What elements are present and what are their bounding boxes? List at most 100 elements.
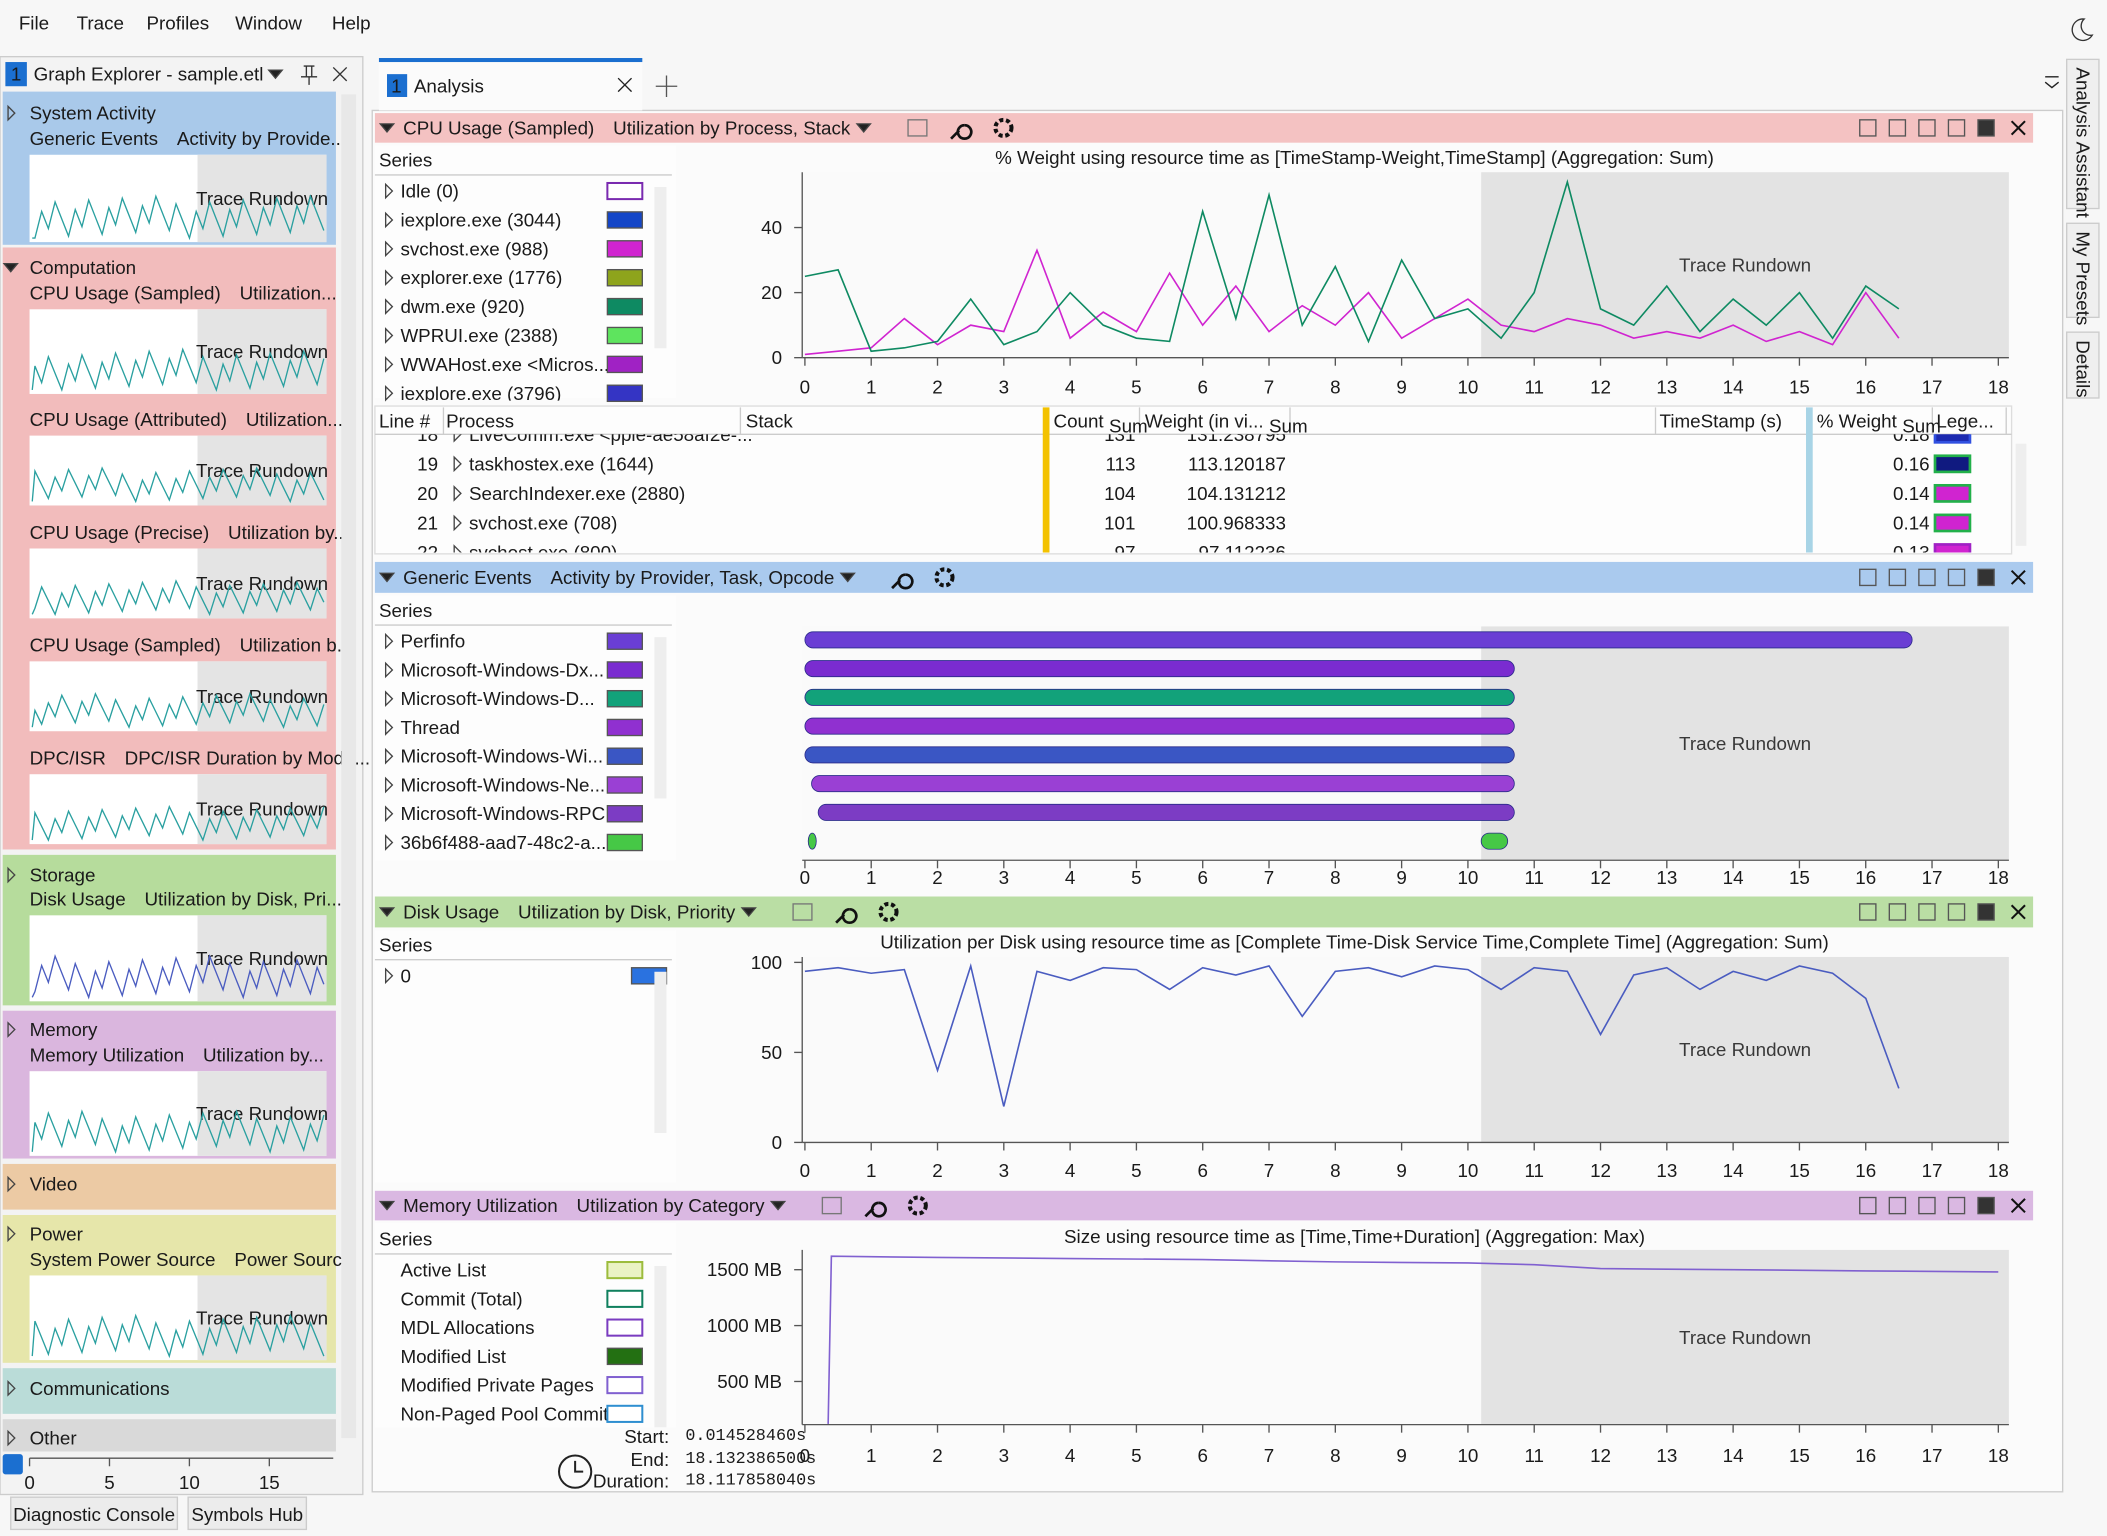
series-swatch[interactable] <box>606 718 643 737</box>
group-expander[interactable] <box>7 104 16 122</box>
view-icon[interactable] <box>1977 568 1995 587</box>
series-expander[interactable] <box>384 719 394 736</box>
series-name[interactable]: dwm.exe (920) <box>400 296 524 317</box>
panel-graph-name[interactable]: Generic Events <box>403 567 532 588</box>
graph-title[interactable]: Generic Events <box>30 128 159 149</box>
series-expander[interactable] <box>384 269 394 287</box>
graph-title[interactable]: DPC/ISR <box>30 748 106 769</box>
series-swatch[interactable] <box>606 805 643 823</box>
graph-title[interactable]: Memory Utilization <box>30 1045 185 1066</box>
series-name[interactable]: Microsoft-Windows-D... <box>400 688 594 709</box>
group-title[interactable]: Storage <box>30 865 96 886</box>
series-expander[interactable] <box>384 211 394 229</box>
view-icon[interactable] <box>1888 903 1907 921</box>
group-title[interactable]: Memory <box>30 1019 98 1040</box>
row-expander[interactable] <box>453 544 462 559</box>
menu-item[interactable]: Profiles <box>146 13 209 34</box>
series-expander[interactable] <box>384 747 394 765</box>
panel-collapse[interactable] <box>378 907 396 918</box>
column-header[interactable]: % Weight <box>1817 410 1898 431</box>
side-tab[interactable] <box>2066 222 2100 319</box>
menu-item[interactable]: Trace <box>77 13 124 34</box>
view-icon[interactable] <box>1977 119 1995 137</box>
preset-dropdown[interactable] <box>769 1200 787 1211</box>
series-name[interactable]: Perfinfo <box>400 631 465 652</box>
series-expander[interactable] <box>384 182 394 200</box>
column-header[interactable]: Line # <box>379 410 431 431</box>
series-name[interactable]: explorer.exe (1776) <box>400 267 562 288</box>
row-process[interactable]: LiveComm.exe <pple-ae58af2e-... <box>469 424 753 445</box>
settings-icon[interactable] <box>878 901 899 923</box>
tab-title[interactable]: Analysis <box>414 76 484 97</box>
side-tab[interactable] <box>2066 58 2100 210</box>
group-title[interactable]: Other <box>30 1428 77 1449</box>
series-expander[interactable] <box>384 967 394 985</box>
view-icon[interactable] <box>1859 1196 1877 1215</box>
panel-collapse[interactable] <box>378 123 396 133</box>
graph-icon[interactable] <box>792 903 813 921</box>
view-icon[interactable] <box>1947 1196 1966 1215</box>
group-expander[interactable] <box>7 1379 16 1397</box>
series-swatch[interactable] <box>606 661 643 679</box>
column-header[interactable]: Lege... <box>1936 410 1993 431</box>
panel-collapse[interactable] <box>378 572 396 583</box>
series-swatch[interactable] <box>606 326 643 345</box>
series-swatch[interactable] <box>606 1318 644 1337</box>
row-process[interactable]: taskhostex.exe (1644) <box>469 453 654 474</box>
series-expander[interactable] <box>384 776 394 794</box>
panel-graph-name[interactable]: Memory Utilization <box>403 1195 558 1216</box>
graph-title[interactable]: CPU Usage (Sampled) <box>30 283 221 304</box>
view-icon[interactable] <box>1859 119 1877 137</box>
series-swatch[interactable] <box>606 240 643 258</box>
panel-close[interactable] <box>2010 904 2026 920</box>
column-header[interactable]: Process <box>446 410 514 431</box>
panel-preset[interactable]: Activity by Provider, Task, Opcode <box>550 567 834 588</box>
row-process[interactable]: svchost.exe (800) <box>469 542 617 563</box>
series-name[interactable]: Non-Paged Pool Commit <box>400 1403 609 1424</box>
series-expander[interactable] <box>384 632 394 650</box>
series-swatch[interactable] <box>606 297 643 316</box>
graph-title[interactable]: Disk Usage <box>30 889 126 910</box>
refresh-icon[interactable] <box>2 1454 23 1475</box>
search-icon[interactable] <box>864 1201 887 1218</box>
series-name[interactable]: iexplore.exe (3796) <box>400 383 561 404</box>
tab-close[interactable] <box>617 77 633 93</box>
settings-icon[interactable] <box>934 567 955 588</box>
row-expander[interactable] <box>453 485 462 502</box>
theme-icon[interactable] <box>2071 18 2094 42</box>
preset-dropdown[interactable] <box>839 572 856 583</box>
series-swatch[interactable] <box>606 268 643 287</box>
series-name[interactable]: Modified Private Pages <box>400 1375 593 1396</box>
analysis-tab[interactable] <box>378 59 643 111</box>
panel-collapse[interactable] <box>378 1200 396 1211</box>
panel-close[interactable] <box>2010 1198 2026 1214</box>
group-expander[interactable] <box>7 1175 16 1193</box>
series-swatch[interactable] <box>606 1347 643 1366</box>
series-expander[interactable] <box>384 690 394 708</box>
series-swatch[interactable] <box>606 632 643 650</box>
bottom-tab[interactable] <box>10 1496 179 1531</box>
series-expander[interactable] <box>384 834 394 851</box>
settings-icon[interactable] <box>907 1195 928 1216</box>
side-tab[interactable] <box>2066 331 2100 399</box>
series-name[interactable]: Commit (Total) <box>400 1288 522 1309</box>
series-expander[interactable] <box>384 240 394 258</box>
view-icon[interactable] <box>1918 119 1936 137</box>
graph-icon[interactable] <box>821 1196 842 1215</box>
view-icon[interactable] <box>1918 568 1936 587</box>
new-tab[interactable] <box>655 75 678 97</box>
group-expander[interactable] <box>7 1225 16 1243</box>
view-icon[interactable] <box>1918 903 1936 921</box>
view-icon[interactable] <box>1947 119 1966 137</box>
column-header[interactable]: Count <box>1054 410 1105 431</box>
series-expander[interactable] <box>384 298 394 315</box>
series-name[interactable]: Microsoft-Windows-Wi... <box>400 746 603 767</box>
panel-close[interactable] <box>2010 120 2026 136</box>
series-name[interactable]: iexplore.exe (3044) <box>400 209 561 230</box>
view-icon[interactable] <box>1888 568 1907 587</box>
series-name[interactable]: Modified List <box>400 1346 506 1367</box>
panel-close[interactable] <box>2010 569 2026 585</box>
graph-title[interactable]: System Power Source <box>30 1249 216 1270</box>
group-expander[interactable] <box>7 1021 16 1038</box>
panel-preset[interactable]: Utilization by Disk, Priority <box>518 901 736 922</box>
